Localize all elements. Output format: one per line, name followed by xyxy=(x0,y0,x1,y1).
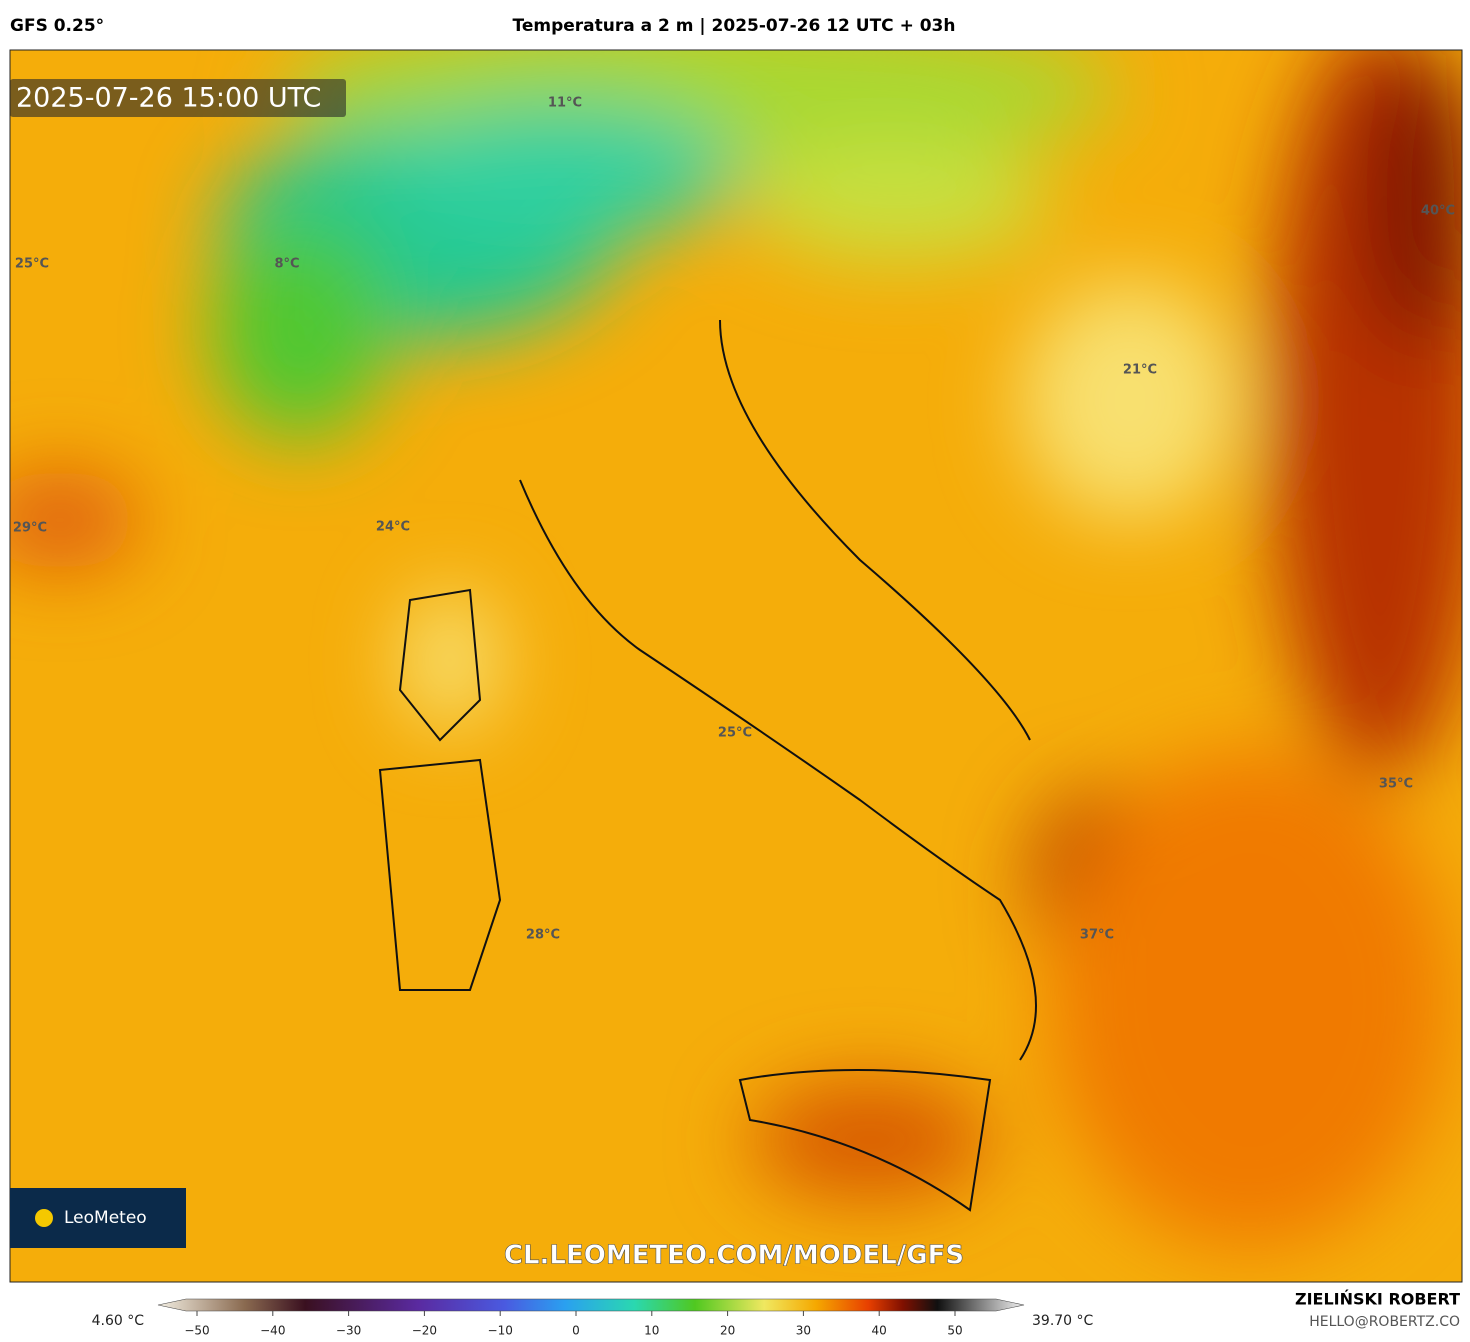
colorbar-tick-label: 30 xyxy=(796,1324,811,1338)
map xyxy=(10,50,1462,1282)
temperature-label: 25°C xyxy=(15,257,49,272)
model-name: GFS 0.25° xyxy=(10,16,104,36)
colorbar-tick-label: −20 xyxy=(412,1324,437,1338)
temperature-label: 37°C xyxy=(1080,928,1114,943)
colorbar-min: 4.60 °C xyxy=(92,1313,145,1329)
colorbar-tick-label: 40 xyxy=(872,1324,887,1338)
colorbar-tick-label: 20 xyxy=(720,1324,735,1338)
colorbar-tick-label: −40 xyxy=(260,1324,285,1338)
map-frame xyxy=(9,49,1463,1283)
colorbar-tick-label: −30 xyxy=(336,1324,361,1338)
colorbar-tick-label: 50 xyxy=(947,1324,962,1338)
temperature-label: 25°C xyxy=(718,726,752,741)
colorbar-tick-label: −50 xyxy=(184,1324,209,1338)
coastline xyxy=(378,319,1037,1212)
author: ZIELIŃSKI ROBERT xyxy=(1295,1290,1460,1309)
temperature-label: 11°C xyxy=(548,96,582,111)
logo: LeoMeteo xyxy=(64,1208,147,1228)
logo-sun xyxy=(35,1209,53,1227)
colorbar xyxy=(157,1298,1025,1312)
temperature-label: 40°C xyxy=(1421,204,1455,219)
temperature-label: 29°C xyxy=(13,521,47,536)
timestamp: 2025-07-26 15:00 UTC xyxy=(16,83,321,114)
email: HELLO@ROBERTZ.CO xyxy=(1309,1314,1460,1330)
temperature-label: 24°C xyxy=(376,520,410,535)
map-title: Temperatura a 2 m | 2025-07-26 12 UTC + … xyxy=(513,16,956,36)
watermark: CL.LEOMETEO.COM/MODEL/GFS xyxy=(504,1241,964,1271)
timestamp-box xyxy=(10,79,346,117)
temperature-label: 28°C xyxy=(526,928,560,943)
temperature-label: 21°C xyxy=(1123,363,1157,378)
colorbar-max: 39.70 °C xyxy=(1032,1313,1094,1329)
colorbar-tick-label: 0 xyxy=(572,1324,580,1338)
temperature-label: 8°C xyxy=(274,257,299,272)
colorbar-tick-label: 10 xyxy=(644,1324,659,1338)
colorbar-tick-label: −10 xyxy=(488,1324,513,1338)
temperature-label: 35°C xyxy=(1379,777,1413,792)
